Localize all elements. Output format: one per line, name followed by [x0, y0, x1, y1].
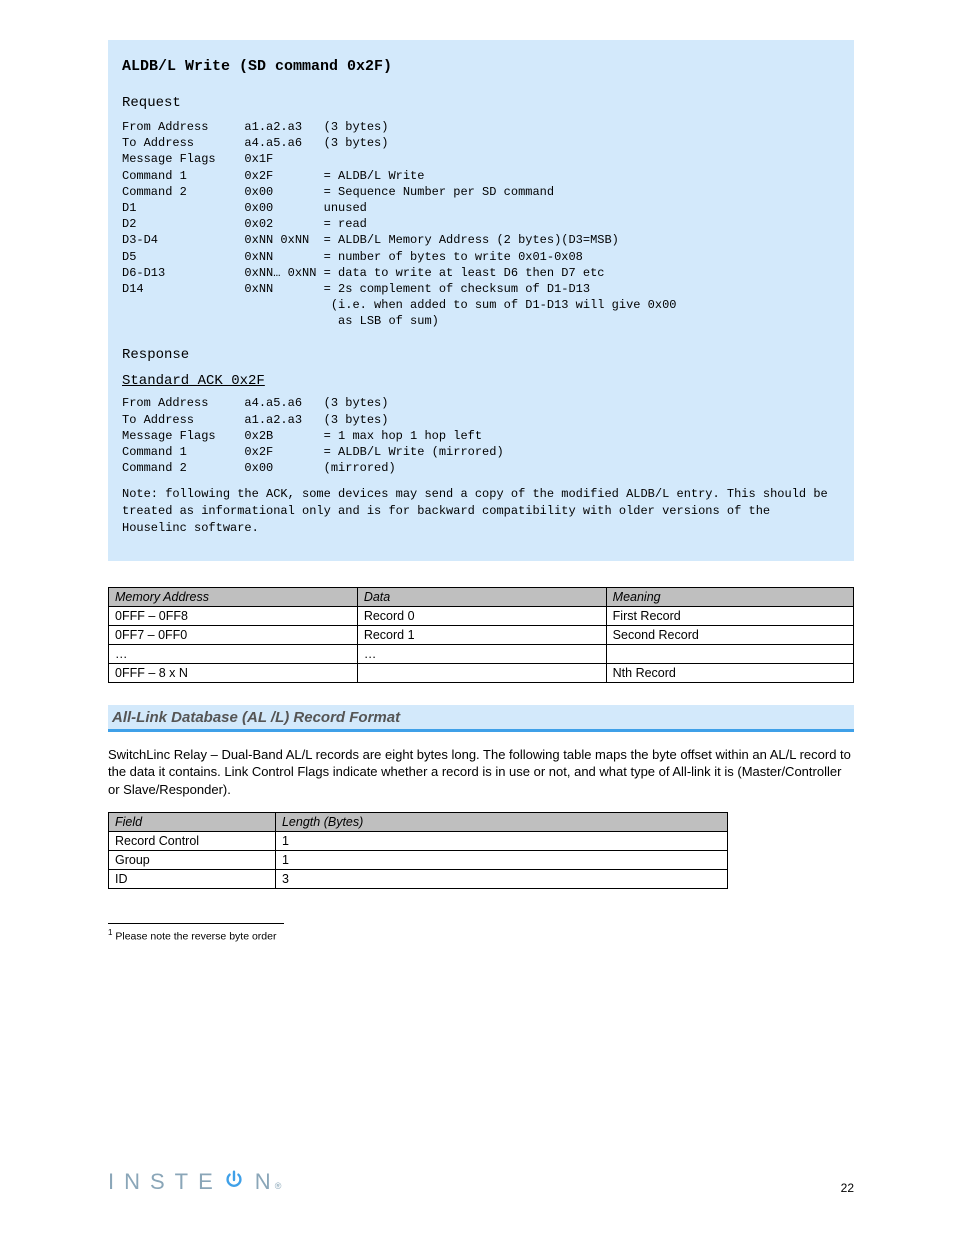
table-cell: Record 0: [357, 606, 606, 625]
table-row: ……: [109, 644, 854, 663]
memory-map-table: Memory AddressDataMeaning0FFF – 0FF8Reco…: [108, 587, 854, 683]
request-label: Request: [122, 95, 840, 111]
response-label: Response: [122, 347, 840, 363]
logo-pre: INSTE: [108, 1169, 223, 1195]
footnote-text: Please note the reverse byte order: [112, 931, 276, 943]
ack-block: From Address a4.a5.a6 (3 bytes) To Addre…: [122, 395, 840, 476]
section-heading-wrap: All-Link Database (AL /L) Record Format: [108, 705, 854, 732]
registered-icon: ®: [275, 1181, 282, 1191]
table-header-cell: Memory Address: [109, 587, 358, 606]
table-header-cell: Field: [109, 813, 276, 832]
table-row: 0FFF – 8 x N Nth Record: [109, 663, 854, 682]
page-number: 22: [841, 1181, 854, 1195]
page: ALDB/L Write (SD command 0x2F) Request F…: [0, 0, 954, 1235]
table-cell: [606, 644, 853, 663]
footnote: 1 Please note the reverse byte order: [108, 928, 854, 943]
table-cell: 1: [275, 851, 727, 870]
section-heading: All-Link Database (AL /L) Record Format: [108, 705, 854, 732]
table-cell: …: [357, 644, 606, 663]
table-cell: [357, 663, 606, 682]
table-cell: 0FFF – 0FF8: [109, 606, 358, 625]
table-header-cell: Length (Bytes): [275, 813, 727, 832]
table-row: 0FFF – 0FF8Record 0First Record: [109, 606, 854, 625]
table-cell: Record 1: [357, 625, 606, 644]
brand-logo: INSTE N ®: [108, 1169, 281, 1195]
table-row: Record Control1: [109, 832, 728, 851]
footnote-rule: [108, 923, 284, 924]
table-row: Group1: [109, 851, 728, 870]
body-paragraph: SwitchLinc Relay – Dual-Band AL/L record…: [108, 746, 854, 799]
table-cell: 0FF7 – 0FF0: [109, 625, 358, 644]
table-cell: 0FFF – 8 x N: [109, 663, 358, 682]
table-cell: Group: [109, 851, 276, 870]
table-cell: Second Record: [606, 625, 853, 644]
table-cell: 1: [275, 832, 727, 851]
table-cell: …: [109, 644, 358, 663]
record-format-table: FieldLength (Bytes)Record Control1Group1…: [108, 812, 728, 889]
table-cell: ID: [109, 870, 276, 889]
footer: INSTE N ® 22: [108, 1169, 854, 1195]
table-cell: Record Control: [109, 832, 276, 851]
command-title: ALDB/L Write (SD command 0x2F): [122, 58, 840, 75]
request-block: From Address a1.a2.a3 (3 bytes) To Addre…: [122, 119, 840, 329]
table-header-cell: Meaning: [606, 587, 853, 606]
ack-heading: Standard ACK 0x2F: [122, 373, 840, 389]
table-cell: 3: [275, 870, 727, 889]
table-cell: Nth Record: [606, 663, 853, 682]
table-cell: First Record: [606, 606, 853, 625]
command-box: ALDB/L Write (SD command 0x2F) Request F…: [108, 40, 854, 561]
response-note: Note: following the ACK, some devices ma…: [122, 486, 840, 536]
table-row: 0FF7 – 0FF0Record 1Second Record: [109, 625, 854, 644]
table-header-cell: Data: [357, 587, 606, 606]
table-row: ID3: [109, 870, 728, 889]
power-icon: [223, 1169, 245, 1195]
